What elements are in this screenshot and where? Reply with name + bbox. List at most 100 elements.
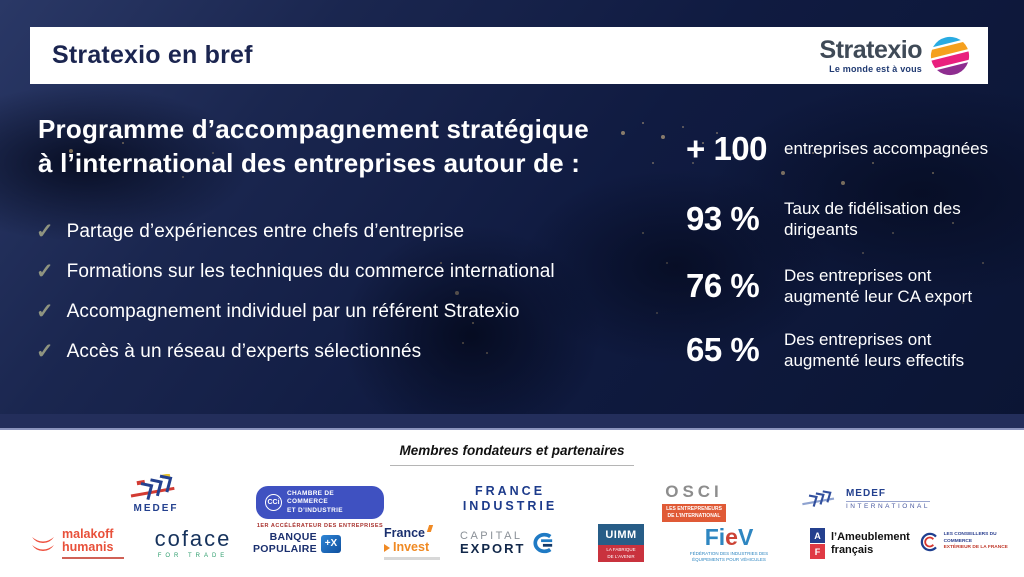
coface-tagline: FOR TRADE xyxy=(157,553,229,559)
cci-pill: CCi CHAMBRE DE COMMERCE ET D’INDUSTRIE xyxy=(256,486,384,520)
stratexio-logo-tagline: Le monde est à vous xyxy=(829,63,922,74)
logo-uimm: UIMM LA FABRIQUE DE L’AVENIR xyxy=(598,524,644,562)
stratexio-globe-icon xyxy=(930,35,970,76)
stratexio-logo: Stratexio Le monde est à vous xyxy=(819,35,988,76)
malakoff-line-2: humanis xyxy=(62,540,114,555)
fiev-part-3: V xyxy=(737,524,754,550)
stat-fidelisation: 93 % Taux de fidélisation des dirigeants xyxy=(686,198,996,241)
bullet-text: Accompagnement individuel par un référen… xyxy=(66,301,520,322)
france-industrie-line-1: FRANCE xyxy=(474,484,546,498)
stratexio-logo-name: Stratexio xyxy=(819,35,923,64)
logo-malakoff-humanis: malakoff humanis xyxy=(30,527,150,560)
cci-badge-icon: CCi xyxy=(265,494,282,512)
ameublement-f-square: F xyxy=(810,544,825,559)
check-icon: ✓ xyxy=(36,220,54,243)
capital-export-text: CAPITAL EXPORT xyxy=(460,530,525,556)
osci-subtitle-box: LES ENTREPRENEURS DE L’INTERNATIONAL xyxy=(662,504,726,522)
logo-france-industrie: FRANCE INDUSTRIE xyxy=(460,484,560,514)
stat-value: 76 % xyxy=(686,266,760,304)
logo-banque-populaire: BANQUE POPULAIRE +X xyxy=(253,531,358,555)
france-industrie-line-2: INDUSTRIE xyxy=(462,499,558,513)
check-icon: ✓ xyxy=(36,300,54,323)
bullet-item: ✓ Accompagnement individuel par un référ… xyxy=(36,298,616,338)
ameublement-squares-icon: A F xyxy=(810,528,825,559)
stat-value: + 100 xyxy=(686,130,768,167)
hero-heading-line-1: Programme d’accompagnement stratégique xyxy=(38,114,589,144)
page-title: Stratexio en bref xyxy=(52,41,253,69)
malakoff-baseline-bar xyxy=(62,557,124,560)
logo-medef-international: MEDEF INTERNATIONAL xyxy=(800,488,930,510)
partners-section: Membres fondateurs et partenaires MEDEF … xyxy=(0,430,1024,577)
capital-export-line-2: EXPORT xyxy=(460,541,526,557)
stat-value: 93 % xyxy=(686,200,760,238)
uimm-tagline-box: LA FABRIQUE DE L’AVENIR xyxy=(598,545,644,562)
check-icon: ✓ xyxy=(36,260,54,283)
ameublement-text: l’Ameublement français xyxy=(831,531,910,556)
logo-cce: LES CONSEILLERS DU COMMERCE EXTÉRIEUR DE… xyxy=(918,530,1018,554)
hero-section: Stratexio en bref Stratexio Le monde est… xyxy=(0,0,1024,430)
capital-export-g-icon xyxy=(533,533,553,554)
banque-populaire-line-2: POPULAIRE xyxy=(253,542,317,555)
cci-text: CHAMBRE DE COMMERCE ET D’INDUSTRIE xyxy=(287,490,375,515)
stats-panel: + 100 entreprises accompagnées 93 % Taux… xyxy=(686,130,996,398)
stat-ca-export: 76 % Des entreprises ont augmenté leur C… xyxy=(686,265,996,308)
osci-sub-1: LES ENTREPRENEURS xyxy=(666,506,722,512)
partners-title-rule xyxy=(390,465,634,466)
stat-label: Des entreprises ont augmenté leur CA exp… xyxy=(784,265,973,306)
hero-heading: Programme d’accompagnement stratégique à… xyxy=(38,112,638,180)
stat-label: entreprises accompagnées xyxy=(784,139,989,159)
world-map-lights xyxy=(0,0,2,2)
fiev-part-2: e xyxy=(725,524,738,550)
medef-label: MEDEF xyxy=(133,503,179,514)
bullet-item: ✓ Formations sur les techniques du comme… xyxy=(36,258,616,298)
cce-line-2: EXTÉRIEUR DE LA FRANCE xyxy=(943,545,1008,551)
banque-populaire-badge-icon: +X xyxy=(320,534,341,553)
medef-international-flags-icon xyxy=(802,490,835,507)
france-invest-line-1: France xyxy=(384,526,425,540)
fiev-name: FieV xyxy=(705,526,754,549)
bullet-text: Accès à un réseau d’experts sélectionnés xyxy=(66,341,422,362)
malakoff-text: malakoff humanis xyxy=(62,527,124,560)
cce-text: LES CONSEILLERS DU COMMERCE EXTÉRIEUR DE… xyxy=(944,532,1018,552)
uimm-name: UIMM xyxy=(598,524,644,545)
osci-label: OSCI xyxy=(665,482,723,501)
medef-international-sub: INTERNATIONAL xyxy=(845,501,930,510)
fiev-subtitle: FÉDÉRATION DES INDUSTRIES DES ÉQUIPEMENT… xyxy=(690,551,768,564)
stat-label: Des entreprises ont augmenté leurs effec… xyxy=(784,330,965,371)
hero-heading-line-2: à l’international des entreprises autour… xyxy=(38,148,581,178)
stat-label: Taux de fidélisation des dirigeants xyxy=(784,199,961,240)
logo-cci: CCi CHAMBRE DE COMMERCE ET D’INDUSTRIE 1… xyxy=(256,486,384,529)
stat-effectifs: 65 % Des entreprises ont augmenté leurs … xyxy=(686,329,996,372)
bullet-item: ✓ Partage d’expériences entre chefs d’en… xyxy=(36,218,616,258)
stat-value: 65 % xyxy=(686,331,760,369)
malakoff-line-1: malakoff xyxy=(62,527,114,541)
france-invest-line-2: Invest xyxy=(384,540,429,554)
partners-title: Membres fondateurs et partenaires xyxy=(399,443,625,458)
osci-sub-2: DE L’INTERNATIONAL xyxy=(667,512,721,519)
logo-medef: MEDEF xyxy=(106,474,206,514)
logo-osci: OSCI LES ENTREPRENEURS DE L’INTERNATIONA… xyxy=(650,482,738,522)
logo-ameublement-francais: A F l’Ameublement français xyxy=(810,528,910,559)
logo-france-invest: France Invest xyxy=(378,526,456,560)
logo-coface: coface FOR TRADE xyxy=(148,526,238,560)
cce-e-icon xyxy=(920,532,937,552)
header-bar: Stratexio en bref Stratexio Le monde est… xyxy=(30,27,988,84)
capital-export-line-1: CAPITAL xyxy=(460,530,523,542)
medef-international-name: MEDEF xyxy=(845,488,886,499)
banque-populaire-line-1: BANQUE xyxy=(269,531,317,543)
france-invest-baseline-bar xyxy=(384,557,440,560)
bullet-list: ✓ Partage d’expériences entre chefs d’en… xyxy=(36,218,616,378)
coface-name: coface xyxy=(154,526,232,551)
medef-international-text: MEDEF INTERNATIONAL xyxy=(845,488,930,510)
fiev-part-1: Fi xyxy=(704,524,726,550)
malakoff-smiles-icon xyxy=(32,536,54,551)
cci-subtitle: 1ER ACCÉLÉRATEUR DES ENTREPRISES xyxy=(256,523,384,530)
logo-fiev: FieV FÉDÉRATION DES INDUSTRIES DES ÉQUIP… xyxy=(686,526,772,564)
fiev-sub-2: ÉQUIPEMENTS POUR VÉHICULES xyxy=(692,557,766,563)
uimm-sub-2: DE L’AVENIR xyxy=(607,553,635,559)
ameublement-a-square: A xyxy=(810,528,825,543)
bullet-item: ✓ Accès à un réseau d’experts sélectionn… xyxy=(36,338,616,378)
check-icon: ✓ xyxy=(36,340,54,363)
stat-entreprises-accompagnees: + 100 entreprises accompagnées xyxy=(686,130,996,168)
